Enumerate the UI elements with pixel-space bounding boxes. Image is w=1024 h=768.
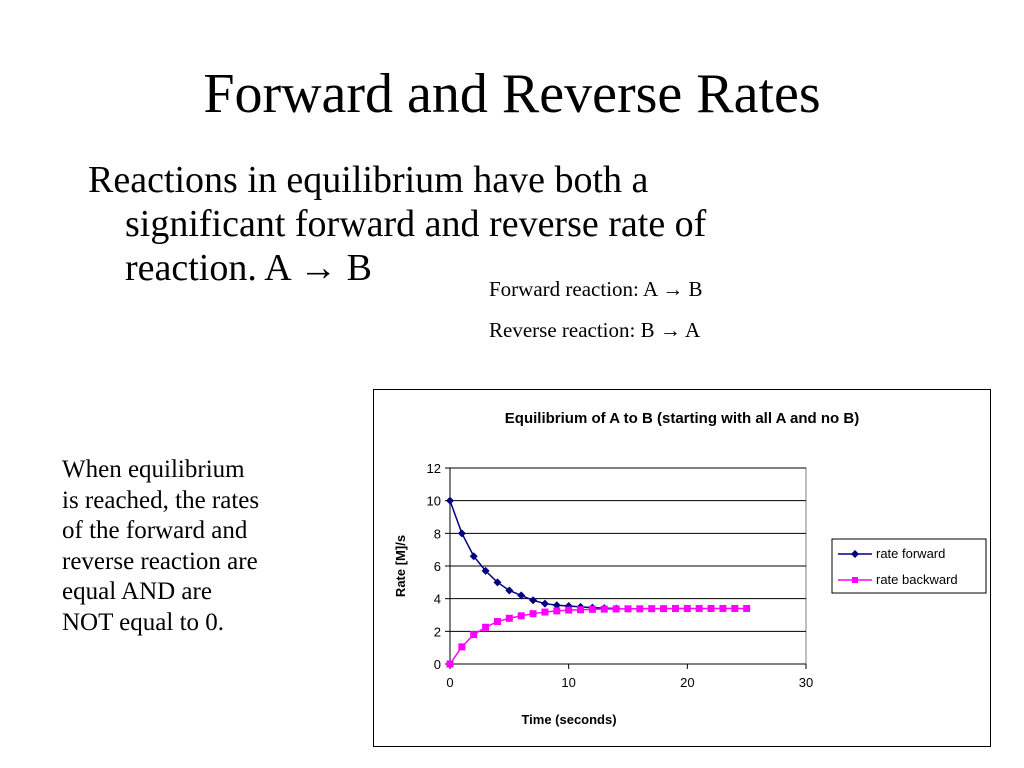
data-point-rate-backward — [683, 604, 691, 612]
note-line-2: is reached, the rates — [62, 486, 260, 514]
data-point-rate-backward — [517, 612, 525, 620]
note-line-4: reverse reaction are — [62, 547, 258, 575]
data-point-rate-backward — [743, 604, 751, 612]
x-tick-label: 0 — [446, 675, 453, 690]
x-axis-label: Time (seconds) — [521, 712, 616, 727]
y-tick-label: 8 — [434, 526, 441, 541]
legend-box — [831, 538, 987, 594]
data-point-rate-backward — [458, 643, 466, 651]
chart-title: Equilibrium of A to B (starting with all… — [505, 410, 859, 427]
data-point-rate-forward — [481, 566, 490, 575]
x-tick-label: 20 — [680, 675, 694, 690]
data-point-rate-backward — [707, 604, 715, 612]
chart-legend: rate forward rate backward — [831, 538, 987, 594]
chart-frame: Equilibrium of A to B (starting with all… — [373, 389, 991, 747]
data-point-rate-backward — [446, 660, 454, 668]
note-line-5: equal AND are — [62, 578, 212, 605]
y-axis-label: Rate [M]/s — [393, 535, 408, 597]
note-line-6: NOT equal to 0. — [62, 608, 225, 636]
data-point-rate-backward — [636, 605, 644, 613]
data-point-rate-backward — [577, 606, 585, 614]
data-point-rate-backward — [731, 604, 739, 612]
data-point-rate-forward — [505, 586, 514, 595]
series-line-rate-backward — [449, 607, 747, 665]
forward-reaction-label: Forward reaction: A → B — [489, 277, 703, 301]
note-line-1: When equilibrium — [62, 456, 245, 483]
bullet-line-2: significant forward and reverse rate of — [125, 203, 707, 245]
data-point-rate-backward — [648, 605, 656, 613]
bullet-line-1: Reactions in equilibrium have both a — [88, 159, 649, 201]
data-point-rate-backward — [671, 604, 679, 612]
data-point-rate-backward — [505, 614, 513, 622]
legend-marker-forward — [851, 550, 859, 558]
data-point-rate-forward — [446, 496, 454, 505]
data-point-rate-forward — [493, 578, 502, 587]
legend-marker-backward — [852, 577, 858, 583]
data-point-rate-forward — [552, 601, 561, 610]
data-point-rate-backward — [588, 605, 596, 613]
legend-label-forward: rate forward — [876, 546, 945, 561]
reverse-reaction-label: Reverse reaction: B → A — [489, 318, 701, 342]
data-point-rate-backward — [470, 631, 478, 639]
data-point-rate-backward — [529, 610, 537, 618]
y-tick-label: 4 — [434, 592, 441, 607]
y-tick-label: 12 — [427, 461, 441, 476]
data-point-rate-backward — [600, 605, 608, 613]
data-point-rate-forward — [540, 599, 549, 608]
legend-label-backward: rate backward — [876, 572, 958, 587]
y-tick-label: 10 — [427, 494, 441, 509]
note-line-3: of the forward and — [62, 517, 248, 544]
data-point-rate-forward — [457, 529, 466, 538]
slide-title: Forward and Reverse Rates — [203, 63, 821, 125]
data-point-rate-forward — [517, 591, 526, 600]
y-tick-label: 2 — [434, 624, 441, 639]
bullet-line-3: reaction. A → B — [125, 247, 372, 289]
x-tick-label: 10 — [561, 675, 575, 690]
y-tick-label: 0 — [434, 657, 441, 672]
equilibrium-chart: Equilibrium of A to B (starting with all… — [393, 410, 987, 727]
data-point-rate-backward — [624, 605, 632, 613]
data-point-rate-backward — [565, 606, 573, 614]
y-tick-label: 6 — [434, 559, 441, 574]
data-point-rate-backward — [660, 605, 668, 613]
data-point-rate-backward — [719, 604, 727, 612]
data-point-rate-forward — [529, 596, 538, 605]
data-point-rate-backward — [553, 607, 561, 615]
data-point-rate-backward — [493, 618, 501, 626]
data-point-rate-forward — [469, 552, 478, 561]
equilibrium-note: When equilibrium is reached, the rates o… — [62, 455, 352, 638]
x-tick-label: 30 — [799, 675, 813, 690]
data-point-rate-backward — [541, 608, 549, 616]
bullet-text: Reactions in equilibrium have both a sig… — [88, 158, 848, 290]
data-point-rate-backward — [612, 605, 620, 613]
data-point-rate-backward — [695, 604, 703, 612]
data-point-rate-backward — [482, 623, 490, 631]
